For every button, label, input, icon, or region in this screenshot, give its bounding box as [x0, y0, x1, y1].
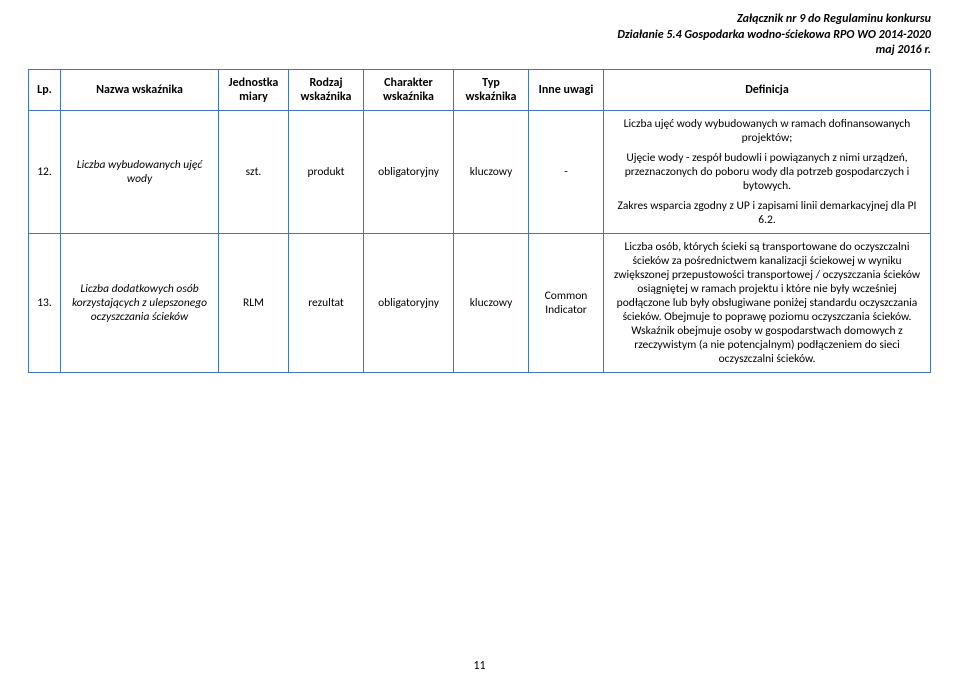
table-row: 12. Liczba wybudowanych ujęć wody szt. p…: [29, 110, 931, 233]
indicators-table: Lp. Nazwa wskaźnika Jednostka miary Rodz…: [28, 69, 931, 373]
cell-type: produkt: [289, 110, 364, 233]
cell-typ: kluczowy: [454, 110, 529, 233]
def-para: Zakres wsparcia zgodny z UP i zapisami l…: [612, 199, 922, 227]
page: Załącznik nr 9 do Regulaminu konkursu Dz…: [0, 0, 959, 683]
header-line-1: Załącznik nr 9 do Regulaminu konkursu: [28, 12, 931, 28]
cell-name: Liczba dodatkowych osób korzystających z…: [61, 233, 219, 372]
header-line-2: Działanie 5.4 Gospodarka wodno-ściekowa …: [28, 28, 931, 44]
def-para: Liczba osób, których ścieki są transport…: [612, 240, 922, 366]
cell-lp: 13.: [29, 233, 61, 372]
cell-typ: kluczowy: [454, 233, 529, 372]
def-para: Liczba ujęć wody wybudowanych w ramach d…: [612, 117, 922, 145]
col-notes: Inne uwagi: [529, 69, 604, 110]
cell-definition: Liczba osób, których ścieki są transport…: [604, 233, 931, 372]
col-char: Charakter wskaźnika: [364, 69, 454, 110]
cell-unit: szt.: [219, 110, 289, 233]
cell-notes: -: [529, 110, 604, 233]
col-name: Nazwa wskaźnika: [61, 69, 219, 110]
cell-char: obligatoryjny: [364, 233, 454, 372]
cell-lp: 12.: [29, 110, 61, 233]
col-typ: Typ wskaźnika: [454, 69, 529, 110]
cell-unit: RLM: [219, 233, 289, 372]
col-type: Rodzaj wskaźnika: [289, 69, 364, 110]
cell-name: Liczba wybudowanych ujęć wody: [61, 110, 219, 233]
col-lp: Lp.: [29, 69, 61, 110]
col-def: Definicja: [604, 69, 931, 110]
table-header-row: Lp. Nazwa wskaźnika Jednostka miary Rodz…: [29, 69, 931, 110]
cell-notes: Common Indicator: [529, 233, 604, 372]
cell-char: obligatoryjny: [364, 110, 454, 233]
table-row: 13. Liczba dodatkowych osób korzystający…: [29, 233, 931, 372]
document-header: Załącznik nr 9 do Regulaminu konkursu Dz…: [28, 12, 931, 59]
col-unit: Jednostka miary: [219, 69, 289, 110]
header-line-3: maj 2016 r.: [28, 43, 931, 59]
cell-type: rezultat: [289, 233, 364, 372]
cell-definition: Liczba ujęć wody wybudowanych w ramach d…: [604, 110, 931, 233]
page-number: 11: [0, 659, 959, 673]
def-para: Ujęcie wody - zespół budowli i powiązany…: [612, 151, 922, 193]
